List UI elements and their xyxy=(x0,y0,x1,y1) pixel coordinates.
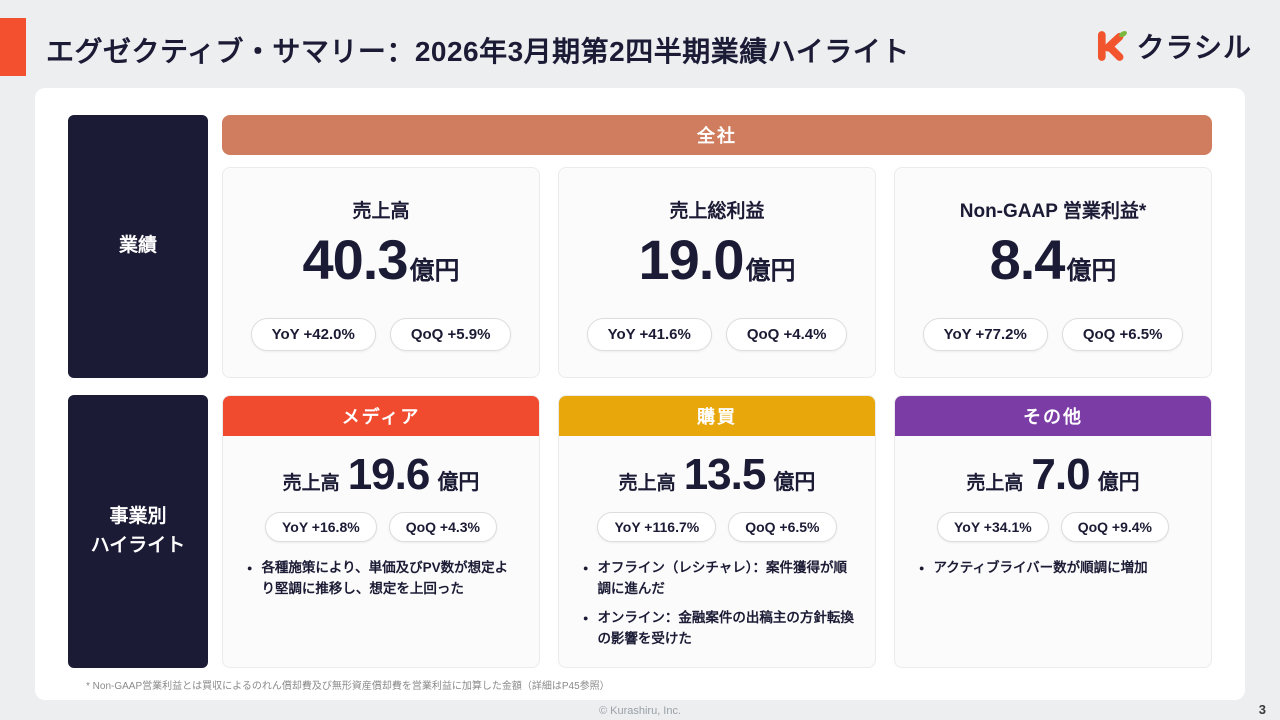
company-wide-band: 全社 xyxy=(222,115,1212,155)
qoq-badge: QoQ +6.5% xyxy=(1061,318,1184,351)
yoy-badge: YoY +116.7% xyxy=(597,512,717,542)
metric-value: 40.3 億円 xyxy=(302,227,459,292)
metric-title: Non-GAAP 営業利益* xyxy=(959,201,1147,222)
bullet-dot-icon: ● xyxy=(919,563,925,573)
segment-body: 売上高 19.6 億円 YoY +16.8% QoQ +4.3% ● 各種施策に… xyxy=(223,436,539,667)
page-title: エグゼクティブ・サマリー：2026年3月期第2四半期業績ハイライト xyxy=(46,36,910,67)
revenue-unit: 億円 xyxy=(773,471,816,494)
segment-card-other: その他 売上高 7.0 億円 YoY +34.1% QoQ +9.4% ● xyxy=(894,395,1212,668)
row-label-segments: 事業別 ハイライト xyxy=(68,395,208,668)
qoq-badge: QoQ +4.4% xyxy=(725,318,848,351)
row-label-segments-text: 事業別 ハイライト xyxy=(90,506,186,556)
revenue-label: 売上高 xyxy=(282,473,340,494)
segment-body: 売上高 7.0 億円 YoY +34.1% QoQ +9.4% ● アクティブラ… xyxy=(895,436,1211,667)
revenue-number: 7.0 xyxy=(1031,450,1090,499)
segment-header-purchase: 購買 xyxy=(559,396,875,436)
company-wide-section: 全社 売上高 40.3 億円 YoY +42.0% QoQ +5.9% 売上総利… xyxy=(222,115,1212,378)
metric-card-non-gaap-operating-profit: Non-GAAP 営業利益* 8.4 億円 YoY +77.2% QoQ +6.… xyxy=(894,167,1212,378)
title-accent-bar xyxy=(0,18,26,76)
yoy-badge: YoY +77.2% xyxy=(922,318,1048,351)
qoq-badge: QoQ +6.5% xyxy=(728,512,837,542)
metric-title: 売上総利益 xyxy=(669,201,765,222)
segment-header-media: メディア xyxy=(223,396,539,436)
yoy-badge: YoY +42.0% xyxy=(250,318,376,351)
qoq-badge: QoQ +4.3% xyxy=(388,512,497,542)
bullet-dot-icon: ● xyxy=(583,612,589,623)
bullet-item: ● オンライン：金融案件の出稿主の方針転換の影響を受けた xyxy=(579,608,855,650)
segment-bullets: ● オフライン（レシチャレ）：案件獲得が順調に進んだ ● オンライン：金融案件の… xyxy=(577,558,857,658)
segment-revenue: 売上高 7.0 億円 xyxy=(913,450,1193,500)
kurashiru-logo: クラシル xyxy=(1095,26,1252,66)
metric-value: 19.0 億円 xyxy=(638,227,795,292)
segment-card-media: メディア 売上高 19.6 億円 YoY +16.8% QoQ +4.3% ● xyxy=(222,395,540,668)
bullet-text: オフライン（レシチャレ）：案件獲得が順調に進んだ xyxy=(597,560,848,596)
metric-value-unit: 億円 xyxy=(745,257,796,285)
segment-revenue: 売上高 19.6 億円 xyxy=(241,450,521,500)
page-number: 3 xyxy=(1258,702,1266,717)
revenue-unit: 億円 xyxy=(1097,471,1140,494)
bullet-dot-icon: ● xyxy=(583,563,589,573)
segment-section: メディア 売上高 19.6 億円 YoY +16.8% QoQ +4.3% ● xyxy=(222,395,1212,668)
summary-grid: 業績 全社 売上高 40.3 億円 YoY +42.0% QoQ +5.9% xyxy=(68,115,1212,668)
bullet-item: ● アクティブライバー数が順調に増加 xyxy=(915,558,1191,579)
qoq-badge: QoQ +5.9% xyxy=(389,318,512,351)
footnote: * Non-GAAP営業利益とは買収によるのれん償却費及び無形資産償却費を営業利… xyxy=(86,681,610,692)
metric-value-number: 40.3 xyxy=(302,228,408,291)
revenue-number: 13.5 xyxy=(683,450,767,499)
bullet-text: アクティブライバー数が順調に増加 xyxy=(933,560,1148,575)
qoq-badge: QoQ +9.4% xyxy=(1060,512,1169,542)
bullet-dot-icon: ● xyxy=(247,563,253,573)
yoy-badge: YoY +41.6% xyxy=(586,318,712,351)
segment-body: 売上高 13.5 億円 YoY +116.7% QoQ +6.5% ● オフライ… xyxy=(559,436,875,667)
segment-header-other: その他 xyxy=(895,396,1211,436)
metric-badges: YoY +77.2% QoQ +6.5% xyxy=(922,318,1184,351)
metric-badges: YoY +41.6% QoQ +4.4% xyxy=(586,318,848,351)
row-label-performance: 業績 xyxy=(68,115,208,378)
kurashiru-logo-icon xyxy=(1097,31,1127,61)
segment-bullets: ● アクティブライバー数が順調に増加 xyxy=(913,558,1193,587)
revenue-unit: 億円 xyxy=(437,471,480,494)
segment-revenue: 売上高 13.5 億円 xyxy=(577,450,857,500)
metric-value-unit: 億円 xyxy=(1066,257,1117,285)
revenue-label: 売上高 xyxy=(966,473,1024,494)
kurashiru-logo-text: クラシル xyxy=(1136,32,1252,63)
segment-badges: YoY +34.1% QoQ +9.4% xyxy=(913,512,1193,542)
revenue-label: 売上高 xyxy=(618,473,676,494)
summary-card: 業績 全社 売上高 40.3 億円 YoY +42.0% QoQ +5.9% xyxy=(35,88,1245,700)
company-metrics: 売上高 40.3 億円 YoY +42.0% QoQ +5.9% 売上総利益 1… xyxy=(222,167,1212,378)
metric-value-number: 19.0 xyxy=(638,228,744,291)
copyright: © Kurashiru, Inc. xyxy=(598,705,682,717)
row-label-performance-text: 業績 xyxy=(118,235,157,257)
bullet-item: ● 各種施策により、単価及びPV数が想定より堅調に推移し、想定を上回った xyxy=(243,558,519,600)
metric-badges: YoY +42.0% QoQ +5.9% xyxy=(250,318,512,351)
segment-card-purchase: 購買 売上高 13.5 億円 YoY +116.7% QoQ +6.5% ● xyxy=(558,395,876,668)
segment-badges: YoY +16.8% QoQ +4.3% xyxy=(241,512,521,542)
bullet-item: ● オフライン（レシチャレ）：案件獲得が順調に進んだ xyxy=(579,558,855,600)
metric-value-unit: 億円 xyxy=(409,257,460,285)
slide-header: エグゼクティブ・サマリー：2026年3月期第2四半期業績ハイライト クラシル xyxy=(0,0,1280,88)
metric-title: 売上高 xyxy=(352,201,410,222)
bullet-text: オンライン：金融案件の出稿主の方針転換の影響を受けた xyxy=(597,609,854,646)
segment-bullets: ● 各種施策により、単価及びPV数が想定より堅調に推移し、想定を上回った xyxy=(241,558,521,608)
metric-value: 8.4 億円 xyxy=(990,227,1117,292)
bullet-text: 各種施策により、単価及びPV数が想定より堅調に推移し、想定を上回った xyxy=(261,560,509,596)
yoy-badge: YoY +16.8% xyxy=(264,512,377,542)
metric-card-gross-profit: 売上総利益 19.0 億円 YoY +41.6% QoQ +4.4% xyxy=(558,167,876,378)
segment-badges: YoY +116.7% QoQ +6.5% xyxy=(577,512,857,542)
revenue-number: 19.6 xyxy=(347,450,431,499)
yoy-badge: YoY +34.1% xyxy=(936,512,1049,542)
metric-value-number: 8.4 xyxy=(989,228,1066,291)
metric-card-revenue: 売上高 40.3 億円 YoY +42.0% QoQ +5.9% xyxy=(222,167,540,378)
